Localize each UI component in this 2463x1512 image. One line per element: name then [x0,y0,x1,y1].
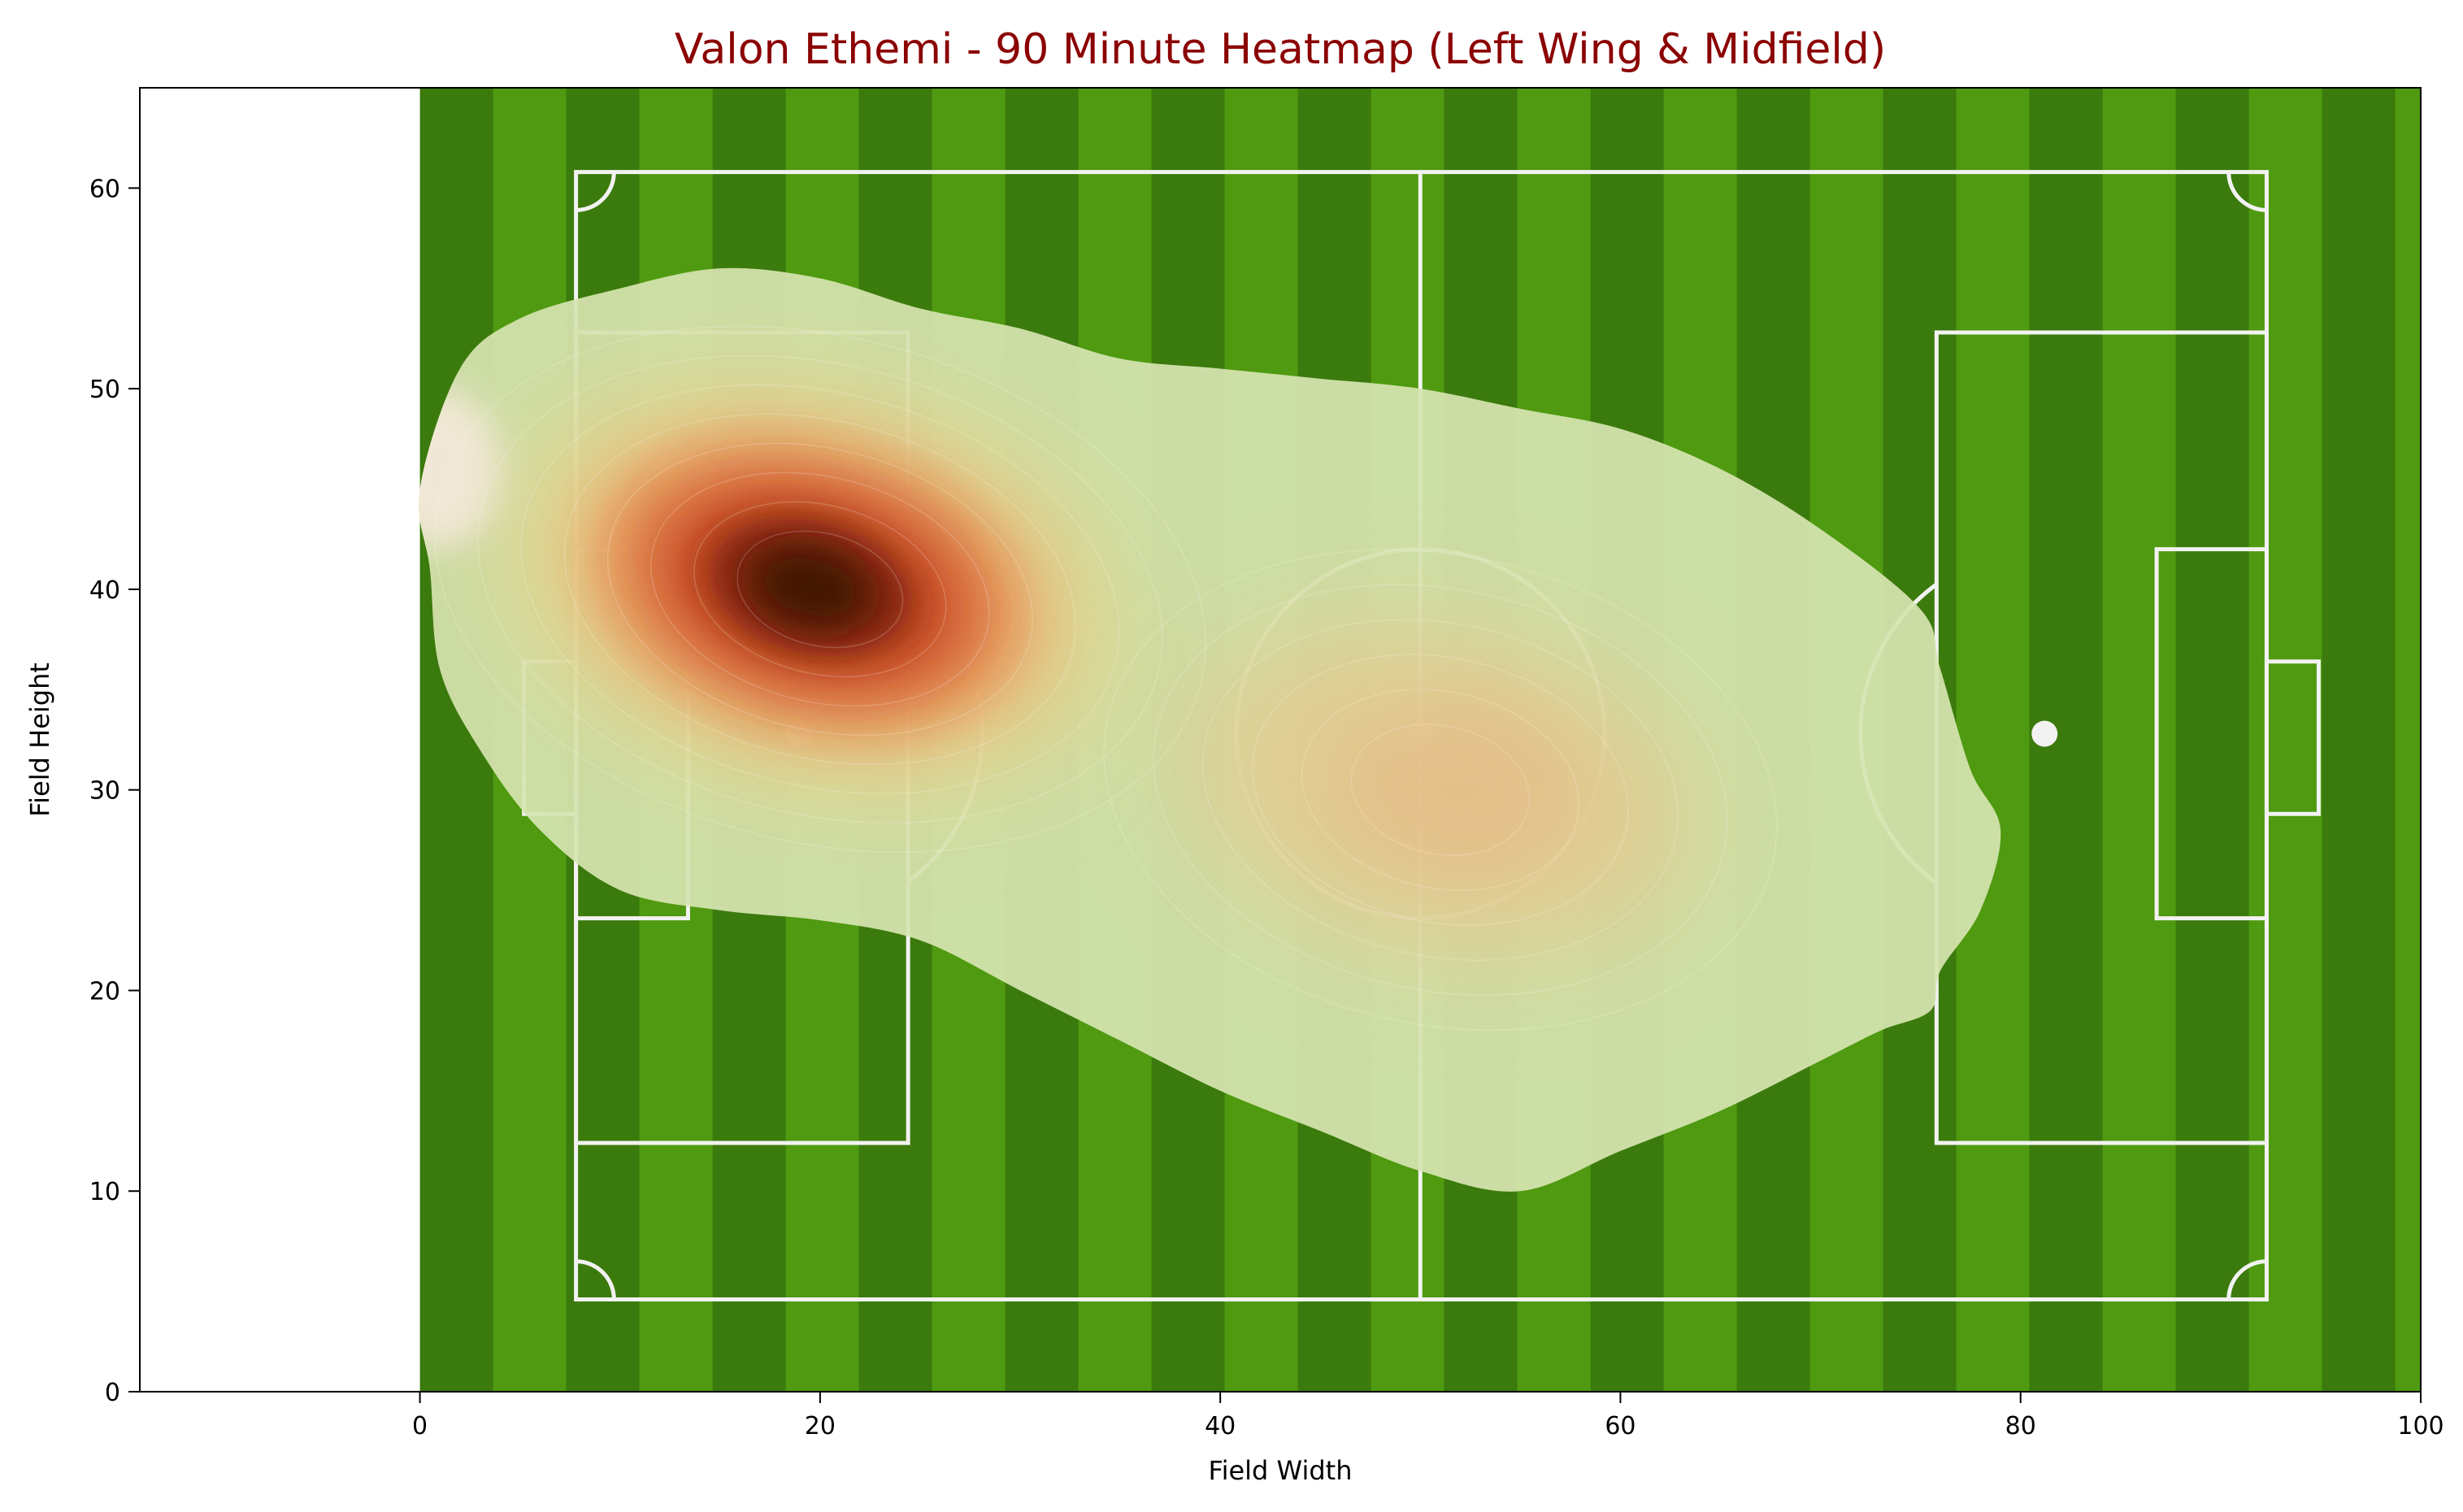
density-contour [606,442,1033,736]
right-goal [2264,659,2321,816]
corner-arc-top-right [2226,172,2267,213]
x-tick-label: 40 [1205,1412,1236,1440]
density-contour [1251,654,1629,927]
density-hotspot [1340,699,1581,880]
plot-area [419,88,2421,1392]
x-tick-label: 100 [2397,1412,2443,1440]
x-tick-label: 0 [412,1412,428,1440]
right-goal-area [2154,547,2269,921]
density-contour [736,530,904,649]
density-hotspot [751,545,870,629]
density-contour [434,325,1206,854]
density-core [419,325,1778,1031]
chart-title: Valon Ethemi - 90 Minute Heatmap (Left W… [675,25,1886,74]
pitch-stripe [2395,88,2421,1392]
density-contour [650,471,990,707]
pitch-stripe [2248,88,2323,1392]
right-penalty-box [1934,330,2269,1145]
y-axis-label: Field Height [24,663,55,817]
y-tick-label: 10 [89,1178,120,1206]
density-contour [1350,723,1531,857]
density-contour [1202,619,1679,961]
pitch-stripe [2102,88,2177,1392]
density-contour [1301,689,1580,892]
y-tick-label: 60 [89,175,120,203]
x-tick-label: 80 [2005,1412,2036,1440]
density-contour [1103,549,1778,1031]
pitch-stripe [2175,88,2250,1392]
x-axis: 0 20 40 60 80 100 [412,1392,2444,1440]
density-edge-fade [419,389,501,550]
density-contour [1153,584,1728,996]
axes-frame [139,87,2422,1393]
pitch-stripe [2322,88,2396,1392]
y-tick-label: 50 [89,376,120,404]
density-contour [693,501,947,678]
y-axis: 0 10 20 30 40 50 60 [89,175,140,1407]
x-axis-label: Field Width [1209,1455,1353,1486]
density-layer [419,267,2001,1192]
corner-arc-bottom-left [576,1259,616,1300]
density-contour [477,354,1163,824]
density-contour [563,413,1077,766]
x-tick-label: 60 [1605,1412,1635,1440]
pitch-stripe [1956,88,2031,1392]
corner-arc-bottom-right [2226,1259,2267,1300]
y-tick-label: 20 [89,977,120,1006]
x-tick-label: 20 [805,1412,836,1440]
density-contours [434,325,1778,1031]
y-tick-label: 30 [89,777,120,806]
corner-arc-top-left [576,172,616,213]
y-tick-label: 0 [105,1379,120,1407]
right-penalty-spot [2031,720,2058,747]
y-tick-label: 40 [89,576,120,605]
density-contour [520,384,1120,795]
